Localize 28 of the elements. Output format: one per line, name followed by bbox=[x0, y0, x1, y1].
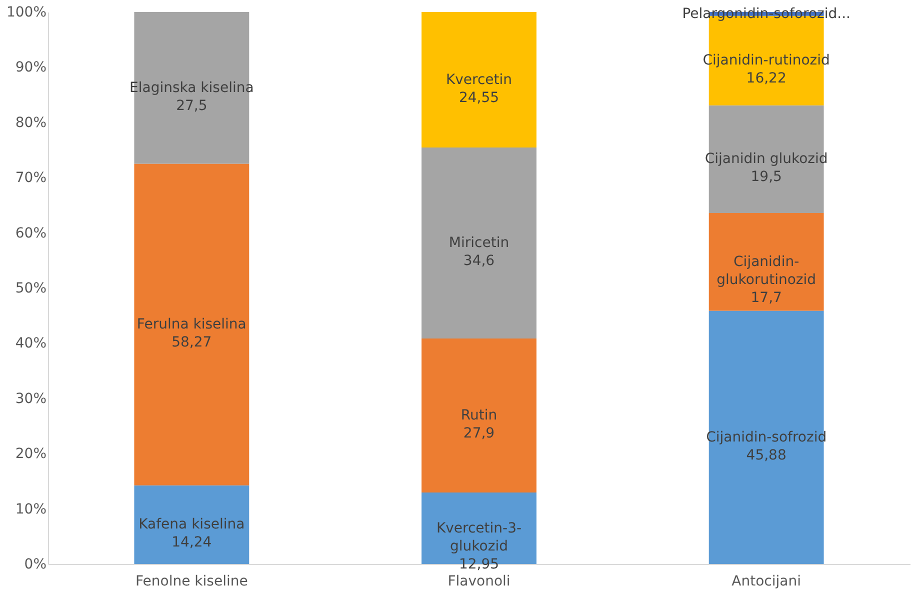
y-tick-label: 10% bbox=[15, 501, 46, 518]
y-tick-label: 90% bbox=[15, 60, 46, 76]
data-label: Miricetin 34,6 bbox=[448, 235, 510, 270]
data-label: Rutin 27,9 bbox=[460, 408, 498, 442]
data-label: Kvercetin 24,55 bbox=[446, 72, 512, 106]
x-tick-label: Fenolne kiseline bbox=[135, 574, 248, 590]
y-tick-label: 60% bbox=[15, 225, 46, 242]
x-tick-label: Flavonoli bbox=[448, 574, 510, 590]
bar bbox=[708, 310, 824, 564]
y-tick-label: 50% bbox=[15, 280, 46, 296]
bar bbox=[422, 148, 536, 339]
bar bbox=[134, 164, 250, 486]
bar bbox=[134, 485, 250, 564]
data-label: Kafena kiselina 14,24 bbox=[138, 516, 245, 551]
y-tick-label: 80% bbox=[15, 114, 46, 131]
bar bbox=[422, 338, 536, 493]
bar bbox=[708, 213, 824, 311]
y-tick-label: 100% bbox=[6, 4, 46, 20]
data-label: Ferulna kiselina 58,27 bbox=[136, 316, 246, 351]
y-tick-label: 20% bbox=[15, 446, 46, 462]
data-label: Pelargonidin-soforozid... bbox=[682, 6, 850, 22]
x-tick-label: Antocijani bbox=[732, 574, 801, 590]
bar bbox=[422, 12, 536, 148]
y-tick-label: 70% bbox=[15, 170, 46, 186]
y-tick-label: 40% bbox=[15, 336, 46, 352]
data-label: Cijanidin- glukorutinozid 17,7 bbox=[716, 254, 816, 306]
y-tick-label: 0% bbox=[24, 556, 46, 572]
y-tick-label: 30% bbox=[15, 390, 46, 407]
